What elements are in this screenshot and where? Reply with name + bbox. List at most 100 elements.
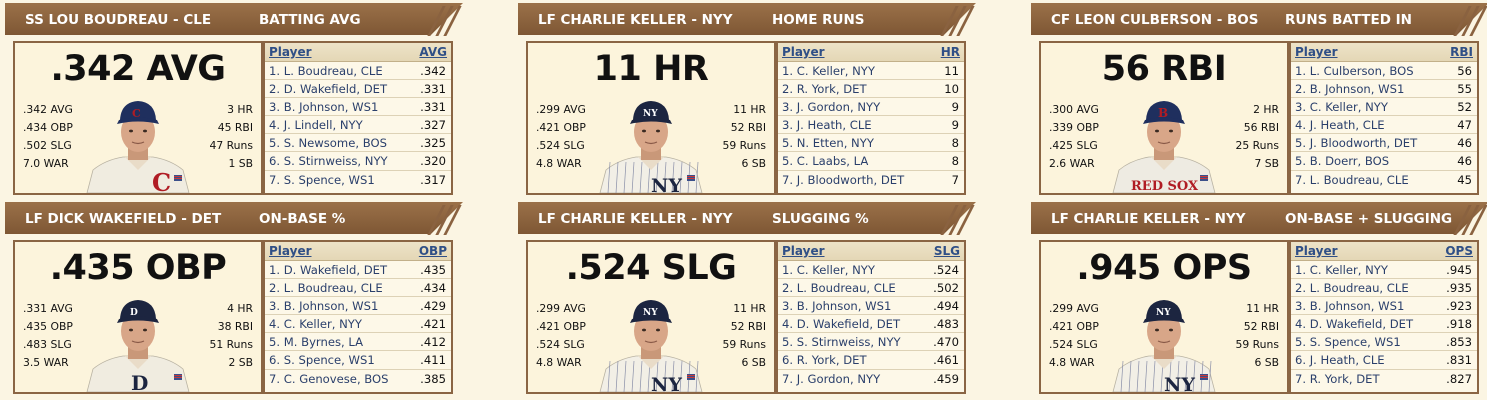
leader-name[interactable]: 2. L. Boudreau, CLE — [782, 281, 896, 296]
leader-name[interactable]: 5. M. Byrnes, LA — [269, 335, 364, 350]
leader-name[interactable]: 4. J. Lindell, NYY — [269, 118, 363, 133]
leader-name[interactable]: 1. L. Culberson, BOS — [1295, 64, 1414, 78]
player-summary-panel[interactable]: .342 AVG .342 AVG .434 OBP .502 SLG 7.0 WAR 3… — [15, 43, 261, 193]
column-header-player[interactable]: Player — [1295, 45, 1338, 59]
leader-name[interactable]: 2. R. York, DET — [782, 82, 867, 97]
table-row[interactable]: 5. C. Laabs, LA 8 — [778, 152, 964, 171]
leader-name[interactable]: 2. L. Boudreau, CLE — [269, 281, 383, 296]
table-row[interactable]: 3. B. Johnson, WS1 .923 — [1291, 297, 1477, 316]
leader-name[interactable]: 6. S. Spence, WS1 — [269, 353, 375, 368]
table-row[interactable]: 5. B. Doerr, BOS 46 — [1291, 152, 1477, 171]
leader-name[interactable]: 6. S. Stirnweiss, NYY — [269, 154, 388, 169]
player-portrait[interactable]: NY NY — [596, 100, 706, 193]
table-row[interactable]: 5. S. Stirnweiss, NYY .470 — [778, 333, 964, 352]
table-row[interactable]: 2. L. Boudreau, CLE .502 — [778, 279, 964, 298]
leader-name[interactable]: 2. L. Boudreau, CLE — [1295, 281, 1409, 296]
column-header-player[interactable]: Player — [1295, 244, 1338, 258]
leader-name[interactable]: 5. S. Spence, WS1 — [1295, 335, 1401, 350]
table-row[interactable]: 2. R. York, DET 10 — [778, 80, 964, 99]
leader-name[interactable]: 7. L. Boudreau, CLE — [1295, 172, 1409, 187]
table-row[interactable]: 5. S. Newsome, BOS .325 — [265, 134, 451, 153]
column-header-stat[interactable]: AVG — [419, 45, 447, 59]
column-header-stat[interactable]: HR — [940, 45, 960, 59]
leader-name[interactable]: 3. J. Heath, CLE — [782, 118, 872, 133]
table-row[interactable]: 5. N. Etten, NYY 8 — [778, 134, 964, 153]
table-row[interactable]: 7. R. York, DET .827 — [1291, 370, 1477, 388]
leader-name[interactable]: 3. C. Keller, NYY — [1295, 100, 1388, 115]
leader-name[interactable]: 4. C. Keller, NYY — [269, 317, 362, 332]
player-portrait[interactable]: B RED SOX — [1109, 100, 1219, 193]
table-row[interactable]: 6. J. Heath, CLE .831 — [1291, 351, 1477, 370]
column-header-stat[interactable]: RBI — [1450, 45, 1473, 59]
table-row[interactable]: 7. C. Genovese, BOS .385 — [265, 370, 451, 388]
leader-name[interactable]: 4. J. Heath, CLE — [1295, 118, 1385, 133]
leader-name[interactable]: 7. C. Genovese, BOS — [269, 371, 389, 386]
table-row[interactable]: 5. J. Bloodworth, DET 46 — [1291, 134, 1477, 153]
table-row[interactable]: 2. D. Wakefield, DET .331 — [265, 80, 451, 99]
player-summary-panel[interactable]: 11 HR .299 AVG .421 OBP .524 SLG 4.8 WAR 11 H… — [528, 43, 774, 193]
table-row[interactable]: 3. B. Johnson, WS1 .331 — [265, 98, 451, 117]
table-row[interactable]: 7. J. Gordon, NYY .459 — [778, 370, 964, 388]
table-row[interactable]: 3. J. Heath, CLE 9 — [778, 116, 964, 135]
column-header-stat[interactable]: OBP — [418, 244, 447, 258]
table-row[interactable]: 7. L. Boudreau, CLE 45 — [1291, 171, 1477, 189]
table-row[interactable]: 3. B. Johnson, WS1 .494 — [778, 297, 964, 316]
table-row[interactable]: 7. S. Spence, WS1 .317 — [265, 171, 451, 189]
table-row[interactable]: 2. B. Johnson, WS1 55 — [1291, 80, 1477, 99]
leader-name[interactable]: 1. D. Wakefield, DET — [269, 263, 388, 277]
leader-name[interactable]: 7. J. Gordon, NYY — [782, 371, 881, 386]
table-row[interactable]: 4. D. Wakefield, DET .483 — [778, 315, 964, 334]
leader-name[interactable]: 1. C. Keller, NYY — [782, 64, 875, 78]
leader-name[interactable]: 3. B. Johnson, WS1 — [269, 299, 379, 314]
table-row[interactable]: 2. L. Boudreau, CLE .935 — [1291, 279, 1477, 298]
table-row[interactable]: 1. C. Keller, NYY .945 — [1291, 261, 1477, 280]
column-header-player[interactable]: Player — [782, 244, 825, 258]
player-summary-panel[interactable]: 56 RBI .300 AVG .339 OBP .425 SLG 2.6 WAR 2 H… — [1041, 43, 1287, 193]
leader-name[interactable]: 4. D. Wakefield, DET — [1295, 317, 1414, 332]
leader-name[interactable]: 2. D. Wakefield, DET — [269, 82, 388, 97]
table-row[interactable]: 3. B. Johnson, WS1 .429 — [265, 297, 451, 316]
leader-name[interactable]: 1. L. Boudreau, CLE — [269, 64, 383, 78]
leader-name[interactable]: 4. D. Wakefield, DET — [782, 317, 901, 332]
player-summary-panel[interactable]: .945 OPS .299 AVG .421 OBP .524 SLG 4.8 WAR 1… — [1041, 242, 1287, 392]
leader-name[interactable]: 3. B. Johnson, WS1 — [782, 299, 892, 314]
column-header-player[interactable]: Player — [269, 244, 312, 258]
leader-name[interactable]: 7. J. Bloodworth, DET — [782, 172, 905, 187]
leader-name[interactable]: 3. J. Gordon, NYY — [782, 100, 881, 115]
leader-name[interactable]: 3. B. Johnson, WS1 — [269, 100, 379, 115]
player-summary-panel[interactable]: .524 SLG .299 AVG .421 OBP .524 SLG 4.8 WAR 1… — [528, 242, 774, 392]
table-row[interactable]: 1. D. Wakefield, DET .435 — [265, 261, 451, 280]
leader-name[interactable]: 6. R. York, DET — [782, 353, 867, 368]
player-portrait[interactable]: D D — [83, 299, 193, 392]
player-summary-panel[interactable]: .435 OBP .331 AVG .435 OBP .483 SLG 3.5 WAR 4… — [15, 242, 261, 392]
player-portrait[interactable]: NY NY — [1109, 299, 1219, 392]
column-header-stat[interactable]: OPS — [1445, 244, 1473, 258]
leader-name[interactable]: 1. C. Keller, NYY — [1295, 263, 1388, 277]
table-row[interactable]: 5. M. Byrnes, LA .412 — [265, 333, 451, 352]
leader-name[interactable]: 5. B. Doerr, BOS — [1295, 154, 1390, 169]
column-header-player[interactable]: Player — [269, 45, 312, 59]
table-row[interactable]: 4. D. Wakefield, DET .918 — [1291, 315, 1477, 334]
table-row[interactable]: 6. S. Spence, WS1 .411 — [265, 351, 451, 370]
leader-name[interactable]: 5. J. Bloodworth, DET — [1295, 136, 1418, 151]
table-row[interactable]: 4. J. Heath, CLE 47 — [1291, 116, 1477, 135]
leader-name[interactable]: 7. S. Spence, WS1 — [269, 172, 375, 187]
table-row[interactable]: 3. J. Gordon, NYY 9 — [778, 98, 964, 117]
table-row[interactable]: 1. C. Keller, NYY .524 — [778, 261, 964, 280]
leader-name[interactable]: 5. S. Stirnweiss, NYY — [782, 335, 901, 350]
leader-name[interactable]: 5. S. Newsome, BOS — [269, 136, 387, 151]
leader-name[interactable]: 1. C. Keller, NYY — [782, 263, 875, 277]
table-row[interactable]: 1. L. Culberson, BOS 56 — [1291, 62, 1477, 81]
leader-name[interactable]: 6. J. Heath, CLE — [1295, 353, 1385, 368]
table-row[interactable]: 3. C. Keller, NYY 52 — [1291, 98, 1477, 117]
table-row[interactable]: 1. C. Keller, NYY 11 — [778, 62, 964, 81]
table-row[interactable]: 4. C. Keller, NYY .421 — [265, 315, 451, 334]
table-row[interactable]: 6. S. Stirnweiss, NYY .320 — [265, 152, 451, 171]
table-row[interactable]: 5. S. Spence, WS1 .853 — [1291, 333, 1477, 352]
player-portrait[interactable]: C C — [83, 100, 193, 193]
leader-name[interactable]: 7. R. York, DET — [1295, 371, 1380, 386]
leader-name[interactable]: 5. C. Laabs, LA — [782, 154, 869, 169]
table-row[interactable]: 1. L. Boudreau, CLE .342 — [265, 62, 451, 81]
column-header-player[interactable]: Player — [782, 45, 825, 59]
column-header-stat[interactable]: SLG — [933, 244, 960, 258]
